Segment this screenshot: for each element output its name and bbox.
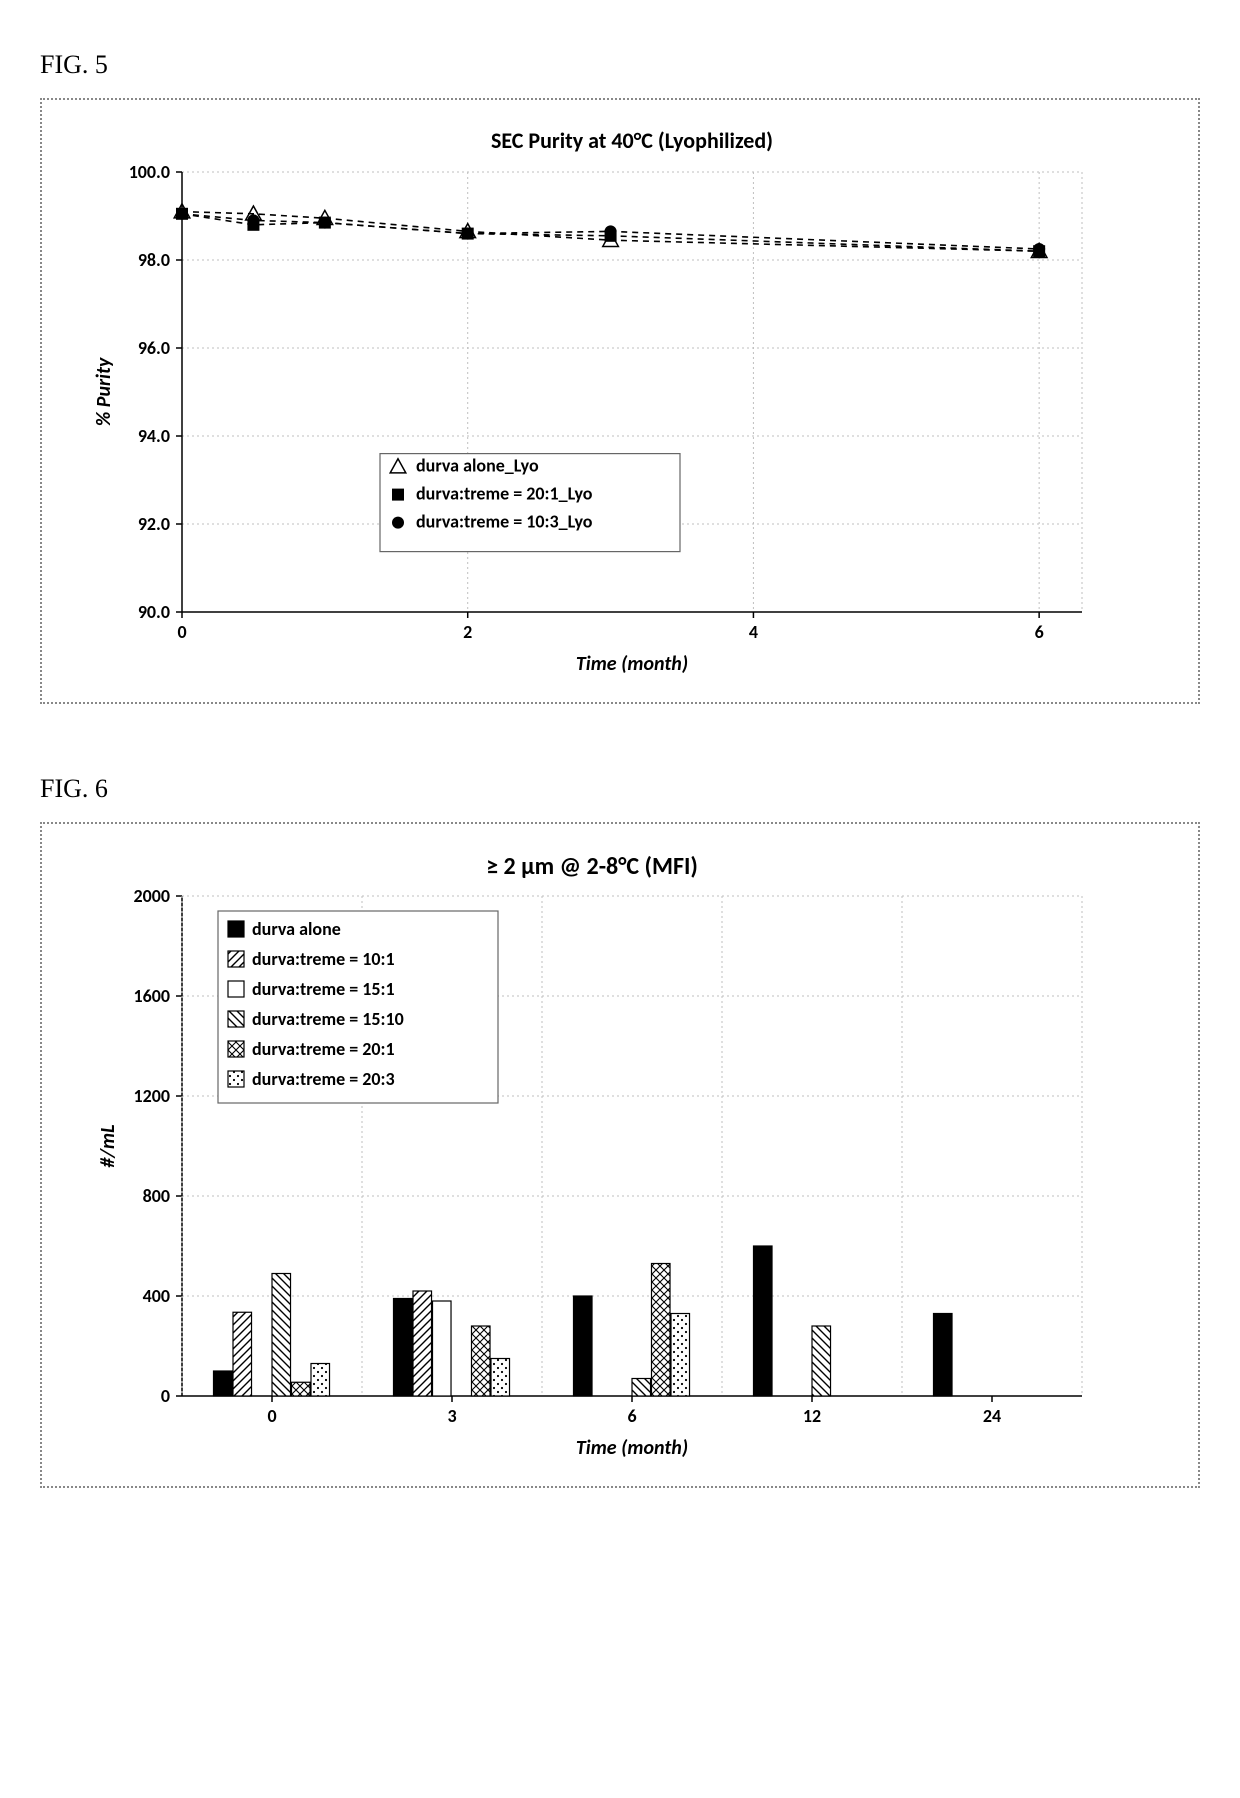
fig5-label: FIG. 5 <box>40 50 1200 80</box>
svg-text:90.0: 90.0 <box>138 601 170 623</box>
svg-text:#/mL: #/mL <box>96 1124 120 1167</box>
bar <box>812 1326 831 1396</box>
bar <box>292 1382 311 1396</box>
fig5-panel: SEC Purity at 40°C (Lyophilized) 90.0 92.0… <box>40 98 1200 704</box>
svg-text:Time (month): Time (month) <box>576 1436 688 1460</box>
svg-text:400: 400 <box>143 1285 170 1307</box>
svg-text:2: 2 <box>463 621 472 643</box>
bar <box>491 1359 510 1397</box>
bar <box>272 1274 291 1397</box>
bar <box>311 1364 330 1397</box>
svg-text:durva:treme = 20:3: durva:treme = 20:3 <box>252 1068 395 1090</box>
svg-text:4: 4 <box>749 621 758 643</box>
svg-text:0: 0 <box>267 1405 276 1427</box>
svg-text:96.0: 96.0 <box>138 337 170 359</box>
bar <box>394 1299 413 1397</box>
bar <box>652 1264 671 1397</box>
svg-text:durva:treme = 10:3_Lyo: durva:treme = 10:3_Lyo <box>416 511 593 533</box>
svg-text:6: 6 <box>627 1405 636 1427</box>
fig6-label: FIG. 6 <box>40 774 1200 804</box>
svg-text:3: 3 <box>447 1405 456 1427</box>
svg-text:durva alone: durva alone <box>252 918 341 940</box>
svg-text:1600: 1600 <box>134 985 171 1007</box>
bar <box>574 1296 593 1396</box>
svg-text:12: 12 <box>803 1405 821 1427</box>
svg-text:94.0: 94.0 <box>138 425 170 447</box>
svg-text:2000: 2000 <box>134 885 171 907</box>
svg-text:durva alone_Lyo: durva alone_Lyo <box>416 455 539 477</box>
svg-text:92.0: 92.0 <box>138 513 170 535</box>
fig6-panel: ≥ 2 μm @ 2-8°C (MFI) 0 400 800 1200 1600 2000 0… <box>40 822 1200 1488</box>
bar <box>754 1246 773 1396</box>
svg-text:0: 0 <box>161 1385 170 1407</box>
fig6-chart: ≥ 2 μm @ 2-8°C (MFI) 0 400 800 1200 1600 2000 0… <box>72 846 1168 1466</box>
fig5-chart: SEC Purity at 40°C (Lyophilized) 90.0 92.0… <box>72 122 1168 682</box>
bar <box>934 1314 953 1397</box>
svg-text:≥ 2 μm @ 2-8°C (MFI): ≥ 2 μm @ 2-8°C (MFI) <box>486 852 698 881</box>
svg-text:durva:treme = 20:1_Lyo: durva:treme = 20:1_Lyo <box>416 483 593 505</box>
bar <box>214 1371 233 1396</box>
bar <box>671 1314 690 1397</box>
svg-text:% Purity: % Purity <box>92 357 116 426</box>
svg-text:0: 0 <box>177 621 186 643</box>
svg-text:6: 6 <box>1035 621 1044 643</box>
svg-text:24: 24 <box>983 1405 1001 1427</box>
svg-text:1200: 1200 <box>134 1085 171 1107</box>
svg-text:durva:treme = 15:1: durva:treme = 15:1 <box>252 978 395 1000</box>
bar <box>413 1291 432 1396</box>
svg-text:100.0: 100.0 <box>129 161 170 183</box>
svg-text:SEC Purity at 40°C (Lyophilize: SEC Purity at 40°C (Lyophilized) <box>491 127 773 154</box>
svg-text:durva:treme = 10:1: durva:treme = 10:1 <box>252 948 395 970</box>
svg-text:durva:treme = 15:10: durva:treme = 15:10 <box>252 1008 404 1030</box>
svg-text:800: 800 <box>143 1185 170 1207</box>
svg-text:98.0: 98.0 <box>138 249 170 271</box>
bar <box>632 1379 651 1397</box>
svg-text:Time (month): Time (month) <box>576 652 688 676</box>
bar <box>433 1301 452 1396</box>
svg-text:durva:treme = 20:1: durva:treme = 20:1 <box>252 1038 395 1060</box>
bar <box>472 1326 491 1396</box>
bar <box>233 1312 252 1396</box>
